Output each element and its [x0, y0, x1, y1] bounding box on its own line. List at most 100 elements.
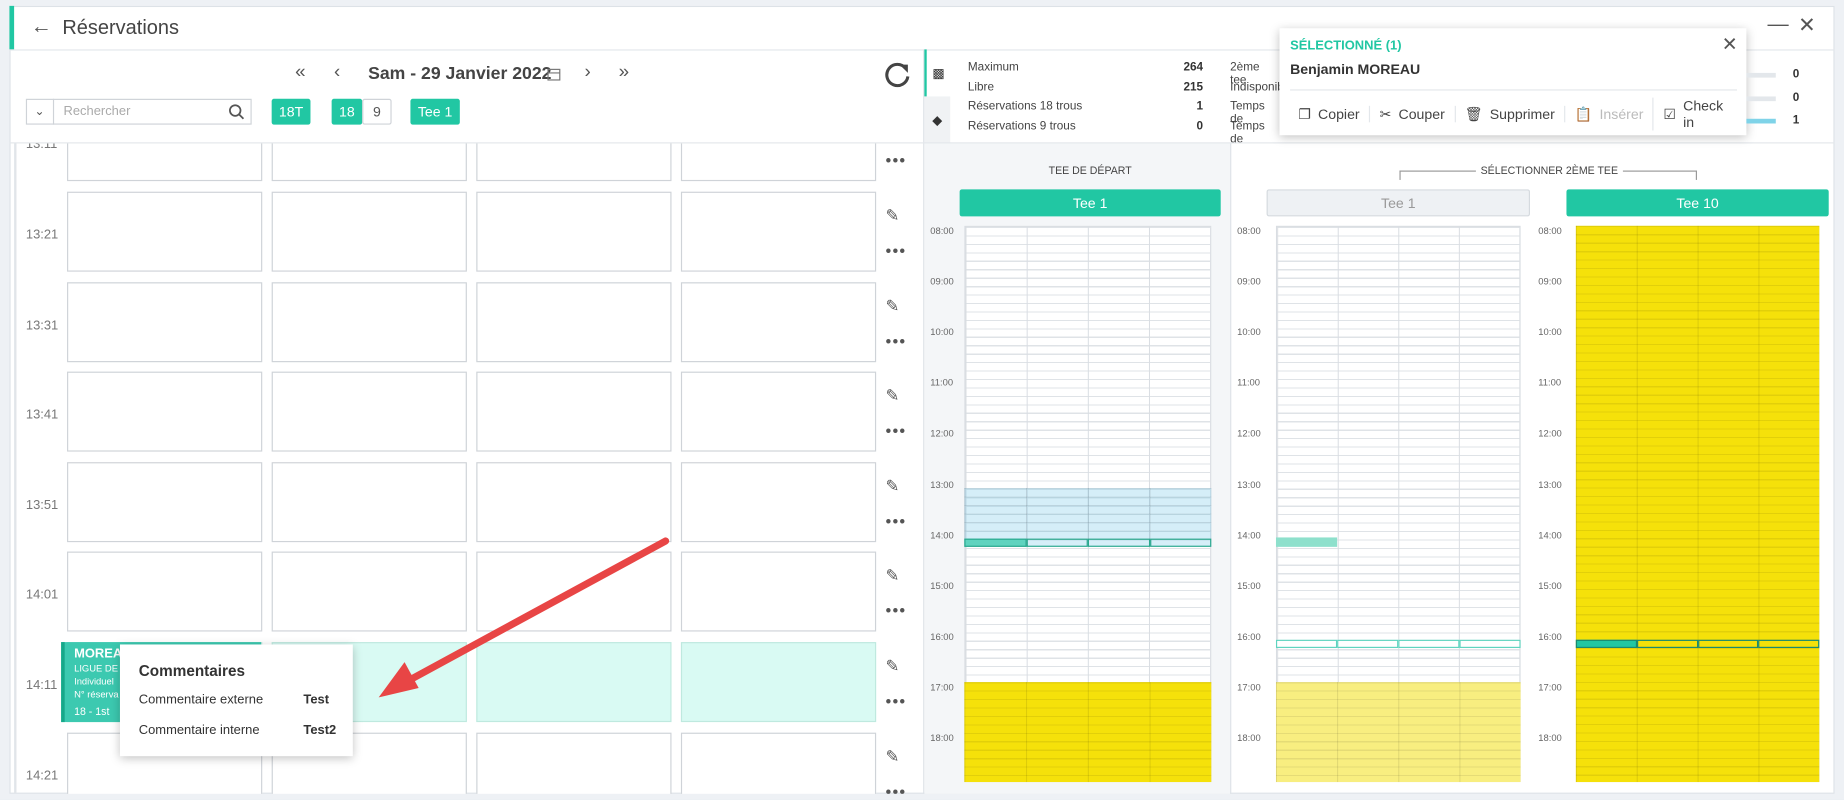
timeline	[14, 143, 17, 794]
first-day[interactable]: «	[295, 62, 306, 83]
slot-cell[interactable]	[67, 143, 263, 182]
slot-cell[interactable]	[476, 143, 672, 182]
more[interactable]: •••	[885, 331, 907, 350]
filter-9[interactable]: 9	[362, 98, 392, 125]
divider	[9, 142, 924, 144]
more[interactable]: •••	[885, 241, 907, 260]
add-player[interactable]: ✎	[885, 385, 900, 405]
slot-cell[interactable]	[271, 191, 467, 272]
slot-cell[interactable]	[67, 281, 263, 362]
slot-time: 14:11	[25, 678, 58, 693]
slot-cell[interactable]	[476, 732, 672, 794]
close[interactable]: ✕	[1798, 12, 1816, 37]
more[interactable]: •••	[885, 150, 907, 170]
last-day[interactable]: »	[618, 62, 630, 83]
stat-value: 0	[1792, 68, 1800, 82]
slot-cell[interactable]	[271, 461, 467, 542]
slot-cell[interactable]	[476, 642, 672, 723]
slot-cell[interactable]	[680, 191, 877, 272]
slot-time: 14:21	[25, 768, 59, 783]
slot-cell[interactable]	[476, 461, 672, 542]
stat-value: 0	[1792, 91, 1800, 105]
stat-value: 1	[1792, 114, 1800, 128]
slot-cell[interactable]	[476, 281, 672, 362]
slot-cell[interactable]	[476, 371, 672, 452]
stats-tab[interactable]: ▩	[924, 49, 950, 97]
add-player[interactable]: ✎	[885, 205, 900, 225]
slot-cell[interactable]	[680, 642, 877, 723]
selection-title: SÉLECTIONNÉ (1)	[1290, 38, 1402, 53]
slot-cell[interactable]	[680, 552, 877, 632]
start-tee-button[interactable]: Tee 1	[959, 189, 1221, 217]
action-icon: ✂	[1379, 105, 1392, 123]
booking-text: 18 - 1st	[74, 705, 110, 718]
next-day[interactable]: ›	[584, 62, 591, 83]
search-dropdown[interactable]: ⌄	[26, 98, 55, 125]
slot-time: 13:41	[25, 408, 59, 423]
refresh[interactable]	[882, 60, 913, 91]
add-player[interactable]: ✎	[885, 295, 900, 315]
calendar-icon[interactable]	[547, 67, 561, 81]
slot-cell[interactable]	[271, 143, 467, 182]
second-tee-button[interactable]: Tee 10	[1566, 189, 1829, 217]
stat-label: Maximum	[967, 61, 1019, 75]
slot-cell[interactable]	[680, 371, 877, 452]
minimize[interactable]: —	[1767, 11, 1789, 36]
filter-18[interactable]: 18	[331, 98, 363, 125]
slot-cell[interactable]	[680, 461, 877, 542]
search-box[interactable]	[25, 98, 252, 125]
action[interactable]: ✂ Couper	[1369, 105, 1454, 123]
comments-tooltip: Commentaires Commentaire externe Test Co…	[119, 644, 353, 757]
tag-tab[interactable]: ◆	[924, 96, 951, 144]
slot-cell[interactable]	[67, 461, 263, 542]
slot-cell[interactable]	[271, 552, 467, 632]
stat-label: Indisponib	[1230, 80, 1284, 94]
slot-time: 13:11	[25, 143, 58, 153]
stat-value: 264	[1183, 61, 1204, 75]
stat-label: Temps de	[1230, 100, 1265, 127]
filter-18t[interactable]: 18T	[271, 98, 311, 125]
action[interactable]: 🗑 Supprimer	[1454, 105, 1564, 123]
action-icon: ❐	[1298, 105, 1311, 123]
search-placeholder: Rechercher	[63, 104, 131, 119]
stat-label: Réservations 18 trous	[967, 100, 1083, 114]
slot-cell[interactable]	[680, 281, 877, 362]
slot-cell[interactable]	[271, 281, 467, 362]
action[interactable]: ❐ Copier	[1289, 106, 1369, 122]
slot-cell[interactable]	[680, 732, 877, 794]
action[interactable]: 📋 Insérer	[1564, 105, 1653, 123]
slot-cell[interactable]	[680, 143, 877, 182]
add-player[interactable]: ✎	[885, 746, 900, 766]
slot-cell[interactable]	[476, 191, 672, 272]
second-tee-button[interactable]: Tee 1	[1266, 189, 1531, 217]
search-icon[interactable]	[228, 103, 245, 120]
booking-text: LIGUE DE G	[74, 663, 128, 674]
more[interactable]: •••	[885, 691, 907, 711]
prev-day[interactable]: ‹	[333, 62, 341, 83]
add-player[interactable]: ✎	[885, 566, 900, 585]
back-button[interactable]: ←	[30, 14, 52, 38]
selection-close[interactable]: ✕	[1721, 35, 1738, 56]
more[interactable]: •••	[885, 601, 907, 621]
action[interactable]: ☑ Check in	[1652, 97, 1742, 131]
more[interactable]: •••	[885, 511, 907, 531]
stat-bar	[1746, 95, 1776, 101]
date: Sam - 29 Janvier 2022	[368, 63, 552, 84]
divider	[1230, 143, 1232, 794]
slot-cell[interactable]	[67, 552, 263, 632]
more[interactable]: •••	[885, 421, 907, 441]
slot-cell[interactable]	[271, 371, 467, 452]
slot-cell[interactable]	[67, 371, 263, 452]
divider	[9, 49, 1835, 51]
slot-cell[interactable]	[67, 191, 263, 272]
add-player[interactable]: ✎	[885, 476, 900, 495]
action-icon: 📋	[1574, 105, 1593, 123]
more[interactable]: •••	[885, 781, 907, 794]
stat-label: Réservations 9 trous	[967, 120, 1076, 134]
add-player[interactable]: ✎	[885, 656, 900, 676]
slot-list: 13:11 ✎ ••• 13:21 ✎ ••• 13:31 ✎ ••• 13:41 ✎ ••• 13:5…	[9, 143, 923, 794]
filter-tee[interactable]: Tee 1	[410, 98, 460, 125]
